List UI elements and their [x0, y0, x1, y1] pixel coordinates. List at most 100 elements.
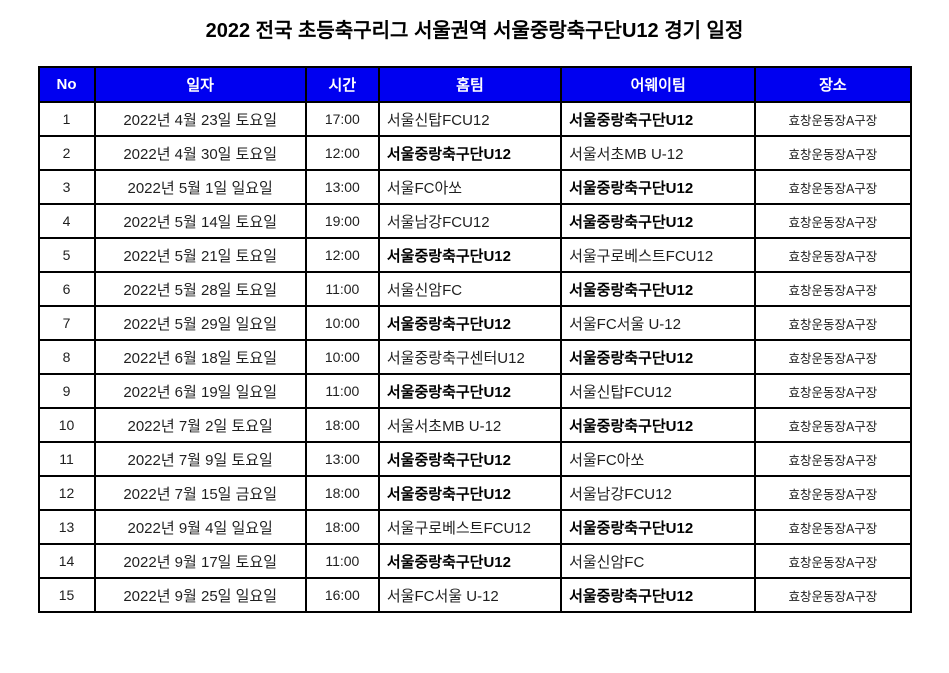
cell-home: 서울중랑축구단U12	[377, 237, 563, 273]
cell-date: 2022년 7월 9일 토요일	[93, 441, 307, 477]
cell-date: 2022년 4월 30일 토요일	[93, 135, 307, 171]
cell-no: 7	[37, 305, 96, 341]
cell-away: 서울서초MB U-12	[560, 135, 757, 171]
cell-no: 6	[37, 271, 96, 307]
cell-date: 2022년 5월 1일 일요일	[93, 169, 307, 205]
cell-date: 2022년 5월 21일 토요일	[93, 237, 307, 273]
cell-home: 서울중랑축구단U12	[377, 305, 563, 341]
cell-home: 서울중랑축구단U12	[377, 475, 563, 511]
table-row: 5 2022년 5월 21일 토요일 12:00 서울중랑축구단U12 서울구로베스트F…	[37, 237, 912, 273]
cell-date: 2022년 9월 4일 일요일	[93, 509, 307, 545]
cell-home: 서울중랑축구센터U12	[377, 339, 563, 375]
cell-no: 5	[37, 237, 96, 273]
cell-venue: 효창운동장A구장	[754, 577, 912, 613]
cell-time: 11:00	[304, 543, 380, 579]
cell-time: 13:00	[304, 169, 380, 205]
schedule-table-body: 1 2022년 4월 23일 토요일 17:00 서울신탑FCU12 서울중랑축구단U1…	[37, 101, 912, 613]
table-row: 15 2022년 9월 25일 일요일 16:00 서울FC서울 U-12 서울중랑축구…	[37, 577, 912, 613]
cell-away: 서울중랑축구단U12	[560, 271, 757, 307]
table-row: 14 2022년 9월 17일 토요일 11:00 서울중랑축구단U12 서울신암FC 효…	[37, 543, 912, 579]
cell-away: 서울중랑축구단U12	[560, 101, 757, 137]
cell-date: 2022년 7월 2일 토요일	[93, 407, 307, 443]
cell-no: 11	[37, 441, 96, 477]
cell-away: 서울신암FC	[560, 543, 757, 579]
cell-time: 11:00	[304, 373, 380, 409]
cell-no: 9	[37, 373, 96, 409]
page-title: 2022 전국 초등축구리그 서울권역 서울중랑축구단U12 경기 일정	[205, 20, 744, 42]
table-header-row: No 일자 시간 홈팀 어웨이팀 장소	[37, 66, 912, 103]
table-row: 10 2022년 7월 2일 토요일 18:00 서울서초MB U-12 서울중랑축구단…	[37, 407, 912, 443]
cell-no: 3	[37, 169, 96, 205]
table-row: 9 2022년 6월 19일 일요일 11:00 서울중랑축구단U12 서울신탑FCU1…	[37, 373, 912, 409]
cell-venue: 효창운동장A구장	[754, 339, 912, 375]
cell-date: 2022년 6월 18일 토요일	[93, 339, 307, 375]
cell-venue: 효창운동장A구장	[754, 135, 912, 171]
cell-home: 서울중랑축구단U12	[377, 543, 563, 579]
schedule-table: No 일자 시간 홈팀 어웨이팀 장소 1 2022년 4월 23일 토요일 17:00 서울신…	[37, 66, 912, 613]
cell-away: 서울중랑축구단U12	[560, 203, 757, 239]
cell-no: 1	[37, 101, 96, 137]
table-row: 4 2022년 5월 14일 토요일 19:00 서울남강FCU12 서울중랑축구단U1…	[37, 203, 912, 239]
cell-home: 서울구로베스트FCU12	[377, 509, 563, 545]
cell-venue: 효창운동장A구장	[754, 237, 912, 273]
cell-date: 2022년 6월 19일 일요일	[93, 373, 307, 409]
cell-home: 서울중랑축구단U12	[377, 135, 563, 171]
cell-home: 서울서초MB U-12	[377, 407, 563, 443]
cell-no: 12	[37, 475, 96, 511]
cell-no: 13	[37, 509, 96, 545]
cell-venue: 효창운동장A구장	[754, 373, 912, 409]
column-header-time: 시간	[304, 66, 380, 103]
cell-away: 서울중랑축구단U12	[560, 169, 757, 205]
cell-away: 서울중랑축구단U12	[560, 509, 757, 545]
cell-home: 서울FC서울 U-12	[377, 577, 563, 613]
cell-time: 11:00	[304, 271, 380, 307]
cell-venue: 효창운동장A구장	[754, 169, 912, 205]
cell-time: 19:00	[304, 203, 380, 239]
table-row: 3 2022년 5월 1일 일요일 13:00 서울FC아쏘 서울중랑축구단U12 효창운…	[37, 169, 912, 205]
cell-venue: 효창운동장A구장	[754, 509, 912, 545]
cell-away: 서울FC아쏘	[560, 441, 757, 477]
table-row: 2 2022년 4월 30일 토요일 12:00 서울중랑축구단U12 서울서초MB U…	[37, 135, 912, 171]
cell-venue: 효창운동장A구장	[754, 475, 912, 511]
cell-venue: 효창운동장A구장	[754, 407, 912, 443]
cell-venue: 효창운동장A구장	[754, 271, 912, 307]
column-header-no: No	[37, 66, 96, 103]
cell-time: 18:00	[304, 407, 380, 443]
cell-time: 12:00	[304, 135, 380, 171]
cell-time: 18:00	[304, 475, 380, 511]
cell-date: 2022년 5월 28일 토요일	[93, 271, 307, 307]
cell-away: 서울중랑축구단U12	[560, 407, 757, 443]
table-row: 13 2022년 9월 4일 일요일 18:00 서울구로베스트FCU12 서울중랑축구…	[37, 509, 912, 545]
table-row: 8 2022년 6월 18일 토요일 10:00 서울중랑축구센터U12 서울중랑축구단…	[37, 339, 912, 375]
table-row: 1 2022년 4월 23일 토요일 17:00 서울신탑FCU12 서울중랑축구단U1…	[37, 101, 912, 137]
cell-home: 서울신탑FCU12	[377, 101, 563, 137]
cell-date: 2022년 7월 15일 금요일	[93, 475, 307, 511]
cell-time: 10:00	[304, 305, 380, 341]
cell-date: 2022년 9월 17일 토요일	[93, 543, 307, 579]
cell-home: 서울중랑축구단U12	[377, 373, 563, 409]
table-row: 12 2022년 7월 15일 금요일 18:00 서울중랑축구단U12 서울남강FCU…	[37, 475, 912, 511]
column-header-date: 일자	[93, 66, 307, 103]
column-header-home: 홈팀	[377, 66, 563, 103]
cell-away: 서울중랑축구단U12	[560, 339, 757, 375]
cell-home: 서울중랑축구단U12	[377, 441, 563, 477]
cell-no: 10	[37, 407, 96, 443]
cell-date: 2022년 5월 29일 일요일	[93, 305, 307, 341]
cell-away: 서울구로베스트FCU12	[560, 237, 757, 273]
column-header-venue: 장소	[754, 66, 912, 103]
cell-time: 12:00	[304, 237, 380, 273]
cell-venue: 효창운동장A구장	[754, 203, 912, 239]
cell-time: 16:00	[304, 577, 380, 613]
table-row: 6 2022년 5월 28일 토요일 11:00 서울신암FC 서울중랑축구단U12 효창…	[37, 271, 912, 307]
cell-no: 14	[37, 543, 96, 579]
cell-time: 18:00	[304, 509, 380, 545]
cell-away: 서울신탑FCU12	[560, 373, 757, 409]
cell-home: 서울FC아쏘	[377, 169, 563, 205]
cell-date: 2022년 5월 14일 토요일	[93, 203, 307, 239]
cell-venue: 효창운동장A구장	[754, 305, 912, 341]
cell-away: 서울남강FCU12	[560, 475, 757, 511]
cell-no: 2	[37, 135, 96, 171]
cell-date: 2022년 4월 23일 토요일	[93, 101, 307, 137]
column-header-away: 어웨이팀	[560, 66, 757, 103]
cell-no: 15	[37, 577, 96, 613]
